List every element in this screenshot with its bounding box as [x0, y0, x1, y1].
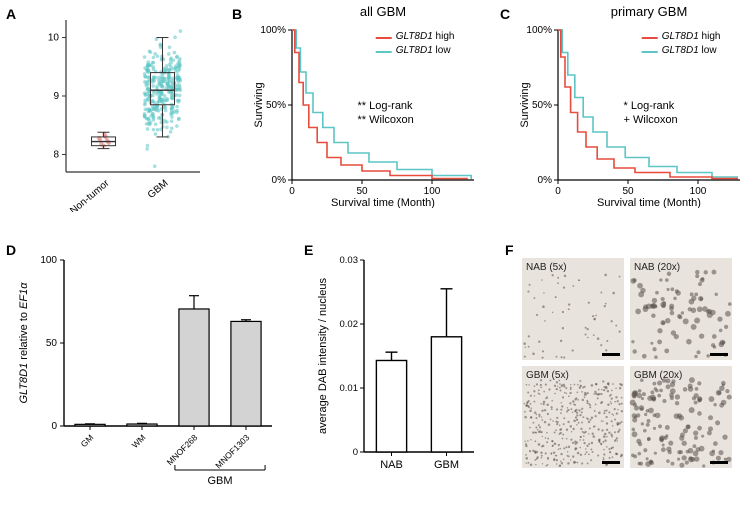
svg-text:50%: 50%: [266, 100, 286, 111]
panel-f-label: F: [505, 242, 514, 258]
svg-text:100%: 100%: [526, 25, 552, 36]
svg-text:0: 0: [353, 447, 358, 458]
svg-text:100: 100: [424, 186, 441, 197]
panel-e-svg: 0 0.01 0.02 0.03 average DAB intensity / nuc…: [312, 252, 482, 480]
panel-a-svg: 8910Non-tumorGBMGLT8D1 expression (log2): [18, 14, 206, 212]
svg-text:** Log-rank: ** Log-rank: [358, 100, 414, 112]
svg-text:average DAB intensity / nucleu: average DAB intensity / nucleus: [317, 278, 329, 434]
svg-text:50: 50: [356, 186, 368, 197]
svg-text:NAB (20x): NAB (20x): [634, 262, 680, 273]
svg-text:GBM (20x): GBM (20x): [634, 370, 682, 381]
panel-f-svg: NAB (5x) NAB (20x) GBM (5x) GBM (20x): [522, 258, 738, 474]
svg-text:0: 0: [51, 421, 57, 432]
svg-text:0%: 0%: [272, 175, 287, 186]
panel-c: primary GBM 0 50 100 0% 50% 100% Survival time …: [514, 2, 746, 208]
svg-text:0: 0: [289, 186, 295, 197]
svg-text:primary GBM: primary GBM: [611, 4, 688, 19]
svg-text:* Log-rank: * Log-rank: [624, 100, 675, 112]
svg-text:+ Wilcoxon: + Wilcoxon: [624, 114, 678, 126]
panel-b-svg: all GBM 0 50 100 0% 50% 100% Survival time (Mon…: [248, 2, 480, 208]
svg-text:GBM (5x): GBM (5x): [526, 370, 569, 381]
panel-d: 050100GLT8D1 relative to EF1αGMWMMNOF268…: [18, 252, 280, 512]
svg-text:Survival time (Month): Survival time (Month): [597, 197, 701, 208]
panel-a: 8910Non-tumorGBMGLT8D1 expression (log2): [18, 14, 206, 212]
svg-text:Survival time (Month): Survival time (Month): [331, 197, 435, 208]
svg-text:GBM: GBM: [146, 178, 171, 201]
svg-text:100: 100: [40, 255, 57, 266]
svg-text:0%: 0%: [538, 175, 553, 186]
svg-text:MNOF268: MNOF268: [165, 432, 200, 467]
svg-text:0.03: 0.03: [340, 255, 359, 266]
svg-text:0.01: 0.01: [340, 383, 359, 394]
svg-text:Non-tumor: Non-tumor: [68, 177, 112, 212]
panel-d-svg: 050100GLT8D1 relative to EF1αGMWMMNOF268…: [18, 252, 280, 512]
panel-b-label: B: [232, 6, 242, 22]
svg-text:50: 50: [46, 338, 58, 349]
svg-text:Surviving: Surviving: [253, 82, 265, 127]
svg-text:** Wilcoxon: ** Wilcoxon: [358, 114, 414, 126]
panel-c-svg: primary GBM 0 50 100 0% 50% 100% Survival time …: [514, 2, 746, 208]
panel-c-label: C: [500, 6, 510, 22]
svg-text:GBM: GBM: [207, 475, 232, 487]
svg-text:10: 10: [48, 33, 60, 44]
svg-text:9: 9: [53, 91, 59, 102]
svg-text:GM: GM: [79, 432, 96, 449]
svg-text:100%: 100%: [260, 25, 286, 36]
panel-e: 0 0.01 0.02 0.03 average DAB intensity / nuc…: [312, 252, 482, 480]
panel-b: all GBM 0 50 100 0% 50% 100% Survival time (Mon…: [248, 2, 480, 208]
svg-text:NAB: NAB: [380, 459, 403, 471]
svg-text:MNOF1303: MNOF1303: [213, 432, 251, 470]
svg-text:50%: 50%: [532, 100, 552, 111]
panel-f: NAB (5x) NAB (20x) GBM (5x) GBM (20x): [522, 258, 738, 474]
svg-text:all GBM: all GBM: [360, 4, 406, 19]
svg-text:0.02: 0.02: [340, 319, 359, 330]
svg-text:0: 0: [555, 186, 561, 197]
panel-a-label: A: [6, 6, 16, 22]
svg-text:8: 8: [53, 149, 59, 160]
svg-text:50: 50: [622, 186, 634, 197]
panel-d-label: D: [6, 242, 16, 258]
svg-text:WM: WM: [130, 432, 148, 450]
svg-text:GBM: GBM: [434, 459, 459, 471]
svg-text:100: 100: [690, 186, 707, 197]
svg-text:NAB (5x): NAB (5x): [526, 262, 567, 273]
svg-text:Surviving: Surviving: [519, 82, 531, 127]
